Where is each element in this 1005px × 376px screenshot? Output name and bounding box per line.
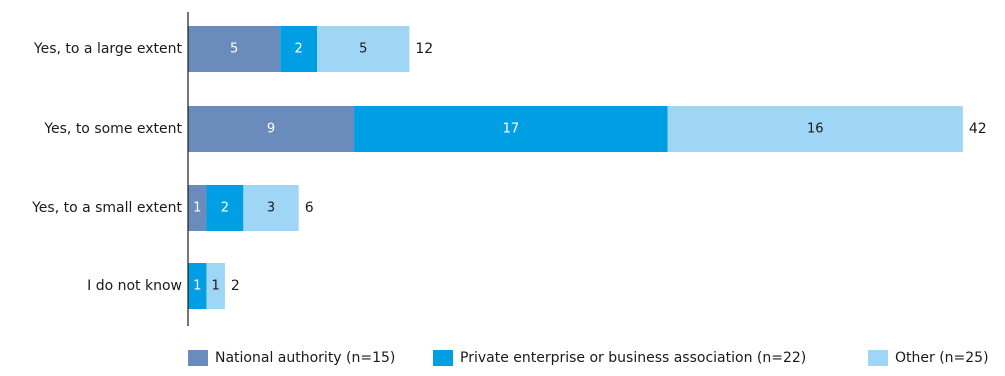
- segment-data-label: 3: [267, 201, 275, 216]
- category-label: I do not know: [87, 278, 182, 294]
- segment-data-label: 1: [193, 279, 201, 294]
- segment-data-label: 1: [212, 279, 220, 294]
- legend-label: Other (n=25): [895, 350, 989, 366]
- bar-segment: [243, 185, 299, 231]
- total-label: 12: [415, 41, 433, 57]
- legend-swatch: [188, 350, 208, 366]
- legend-swatch: [868, 350, 888, 366]
- segment-data-label: 1: [193, 201, 201, 216]
- segment-data-label: 2: [295, 42, 303, 57]
- bar-segment: [206, 263, 225, 309]
- category-label: Yes, to a large extent: [33, 41, 183, 57]
- segment-data-label: 17: [503, 122, 520, 137]
- total-label: 2: [231, 278, 240, 294]
- segment-data-label: 9: [267, 122, 275, 137]
- bar-segment: [280, 26, 318, 72]
- bar-segment: [188, 106, 355, 152]
- legend-label: National authority (n=15): [215, 350, 395, 366]
- segment-data-label: 5: [359, 42, 367, 57]
- bar-segment: [317, 26, 410, 72]
- segment-data-label: 5: [230, 42, 238, 57]
- bar-segment: [188, 26, 281, 72]
- bar-segment: [188, 263, 207, 309]
- segment-data-label: 16: [807, 122, 824, 137]
- total-label: 6: [305, 200, 314, 216]
- legend-swatch: [433, 350, 453, 366]
- bar-segment: [206, 185, 244, 231]
- segment-data-label: 2: [221, 201, 229, 216]
- category-label: Yes, to some extent: [43, 121, 182, 137]
- bar-segment: [667, 106, 963, 152]
- total-label: 42: [969, 121, 987, 137]
- bar-segment: [354, 106, 668, 152]
- legend-label: Private enterprise or business associati…: [460, 350, 806, 366]
- category-label: Yes, to a small extent: [31, 200, 182, 216]
- bar-segment: [188, 185, 207, 231]
